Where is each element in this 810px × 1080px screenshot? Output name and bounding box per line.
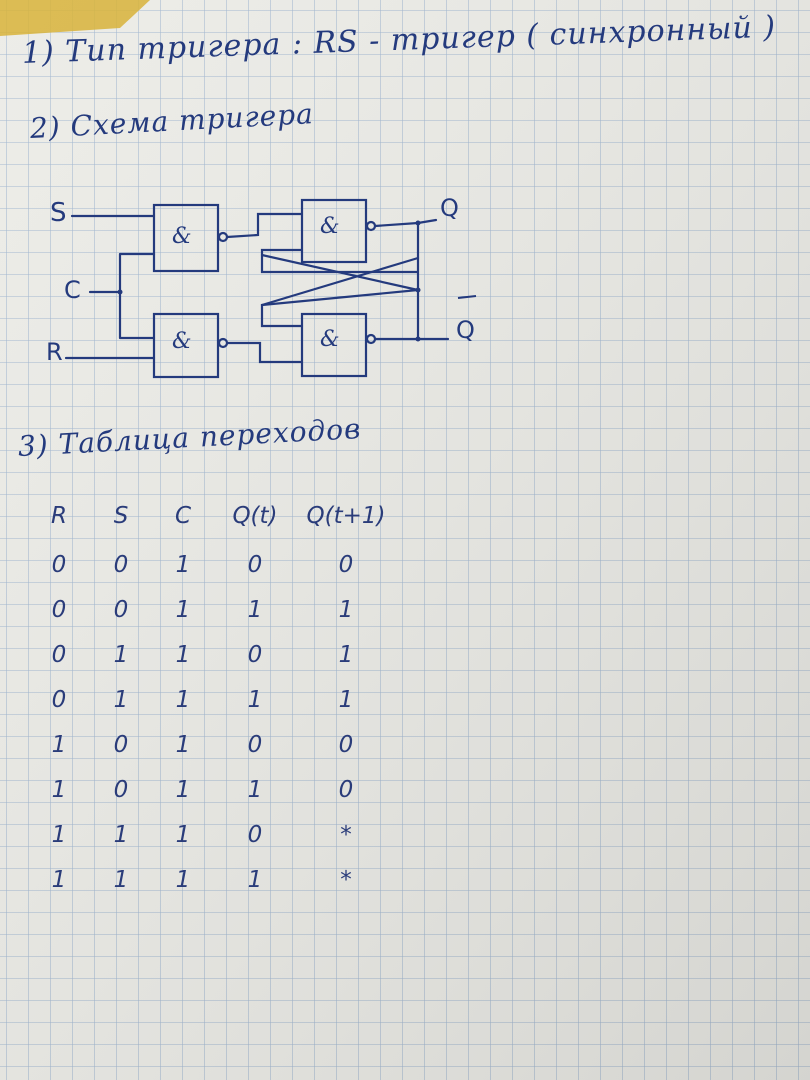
table-cell: 1	[51, 731, 67, 758]
table-cell: 0	[338, 551, 354, 578]
table-cell: 1	[338, 686, 354, 713]
table-cell: 0	[247, 731, 263, 758]
gate-2-symbol: &	[172, 329, 192, 354]
col-qt-header: Q(t)	[232, 503, 278, 529]
table-cell: 0	[247, 641, 263, 668]
table-cell: 1	[247, 686, 263, 713]
table-cell: 1	[113, 686, 129, 713]
output-q-bar-label: Q	[456, 316, 475, 344]
table-cell: 0	[247, 551, 263, 578]
table-cell: 1	[51, 776, 67, 803]
table-header-row: R S C Q(t) Q(t+1)	[28, 490, 396, 542]
gate-4-symbol: &	[320, 327, 340, 352]
col-c-header: C	[174, 503, 192, 529]
table-row: 1 0 1 0 0	[28, 722, 396, 767]
table-row: 1 0 1 1 0	[28, 767, 396, 812]
table-cell: 0	[51, 596, 67, 623]
table-cell: 0	[338, 776, 354, 803]
input-s-label: S	[50, 198, 67, 228]
table-cell: 1	[51, 821, 67, 848]
table-cell: 1	[175, 866, 191, 893]
table-row: 1 1 1 0 *	[28, 812, 396, 857]
col-r-header: R	[51, 503, 67, 529]
table-cell: 1	[247, 596, 263, 623]
table-row: 1 1 1 1 *	[28, 857, 396, 902]
table-cell: 0	[51, 641, 67, 668]
table-cell: 1	[175, 821, 191, 848]
table-cell: 1	[338, 641, 354, 668]
table-cell: 1	[175, 776, 191, 803]
table-cell: 1	[175, 686, 191, 713]
table-cell: 0	[113, 596, 129, 623]
input-r-label: R	[46, 338, 63, 366]
gate-3-symbol: &	[320, 214, 340, 239]
table-cell: 1	[175, 596, 191, 623]
table-cell: 0	[247, 821, 263, 848]
table-cell: *	[340, 866, 352, 893]
table-cell: 1	[51, 866, 67, 893]
table-cell: 0	[51, 686, 67, 713]
gate-1-symbol: &	[172, 224, 192, 249]
table-cell: 1	[113, 821, 129, 848]
col-qt1-header: Q(t+1)	[306, 503, 386, 529]
table-cell: 1	[338, 596, 354, 623]
col-s-header: S	[113, 503, 129, 529]
table-cell: 1	[175, 551, 191, 578]
table-cell: 1	[175, 641, 191, 668]
table-row: 0 0 1 1 1	[28, 587, 396, 632]
table-cell: 0	[113, 551, 129, 578]
table-cell: 0	[113, 776, 129, 803]
table-cell: 1	[113, 866, 129, 893]
table-cell: 0	[51, 551, 67, 578]
table-row: 0 0 1 0 0	[28, 542, 396, 587]
output-q-label: Q	[440, 194, 459, 222]
input-c-label: C	[64, 276, 81, 304]
table-cell: *	[340, 821, 352, 848]
table-cell: 1	[247, 776, 263, 803]
table-cell: 1	[175, 731, 191, 758]
table-cell: 0	[338, 731, 354, 758]
table-row: 0 1 1 1 1	[28, 677, 396, 722]
table-cell: 1	[247, 866, 263, 893]
table-row: 0 1 1 0 1	[28, 632, 396, 677]
table-cell: 1	[113, 641, 129, 668]
table-cell: 0	[113, 731, 129, 758]
